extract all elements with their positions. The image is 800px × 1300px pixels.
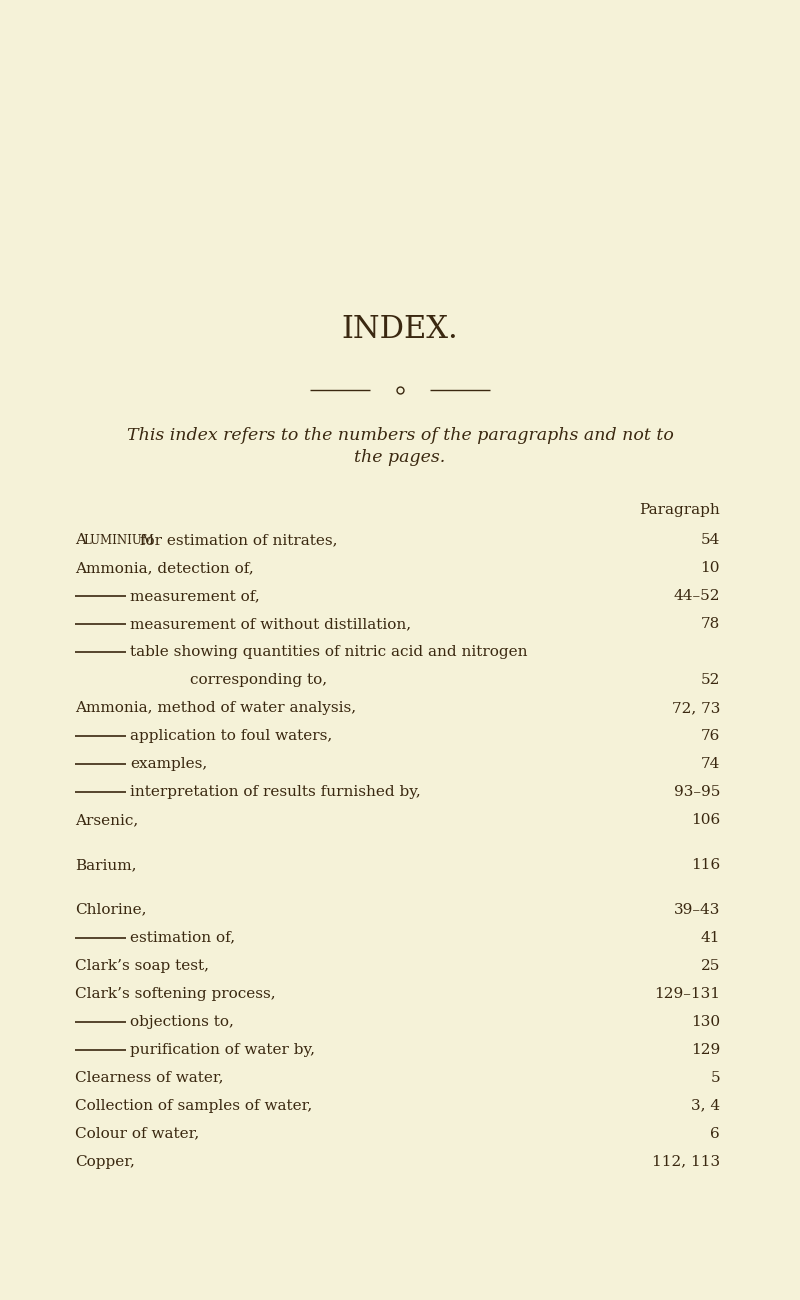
Text: table showing quantities of nitric acid and nitrogen: table showing quantities of nitric acid … — [130, 645, 527, 659]
Text: 52: 52 — [701, 673, 720, 686]
Text: interpretation of results furnished by,: interpretation of results furnished by, — [130, 785, 421, 800]
Text: 44–52: 44–52 — [674, 589, 720, 603]
Text: Ammonia, method of water analysis,: Ammonia, method of water analysis, — [75, 701, 356, 715]
Text: 72, 73: 72, 73 — [672, 701, 720, 715]
Text: This index refers to the numbers of the paragraphs and not to: This index refers to the numbers of the … — [126, 426, 674, 443]
Text: 54: 54 — [701, 533, 720, 547]
Text: estimation of,: estimation of, — [130, 931, 235, 945]
Text: 130: 130 — [691, 1014, 720, 1028]
Text: 112, 113: 112, 113 — [652, 1154, 720, 1169]
Text: for estimation of nitrates,: for estimation of nitrates, — [135, 533, 338, 547]
Text: corresponding to,: corresponding to, — [190, 673, 327, 686]
Text: purification of water by,: purification of water by, — [130, 1043, 315, 1057]
Text: Collection of samples of water,: Collection of samples of water, — [75, 1098, 312, 1113]
Text: 116: 116 — [690, 858, 720, 872]
Text: Chlorine,: Chlorine, — [75, 902, 146, 916]
Text: 41: 41 — [701, 931, 720, 945]
Text: 25: 25 — [701, 958, 720, 972]
Text: A: A — [75, 533, 86, 547]
Text: Ammonia, detection of,: Ammonia, detection of, — [75, 562, 254, 575]
Text: 3, 4: 3, 4 — [691, 1098, 720, 1113]
Text: 106: 106 — [690, 812, 720, 827]
Text: 76: 76 — [701, 729, 720, 744]
Text: Clearness of water,: Clearness of water, — [75, 1071, 223, 1084]
Text: 93–95: 93–95 — [674, 785, 720, 800]
Text: Colour of water,: Colour of water, — [75, 1127, 199, 1140]
Text: Copper,: Copper, — [75, 1154, 135, 1169]
Text: 6: 6 — [710, 1127, 720, 1140]
Text: objections to,: objections to, — [130, 1014, 234, 1028]
Text: LUMINIUM: LUMINIUM — [83, 533, 154, 546]
Text: 78: 78 — [701, 618, 720, 630]
Text: measurement of without distillation,: measurement of without distillation, — [130, 618, 411, 630]
Text: Paragraph: Paragraph — [639, 503, 720, 517]
Text: application to foul waters,: application to foul waters, — [130, 729, 332, 744]
Text: Clark’s softening process,: Clark’s softening process, — [75, 987, 276, 1001]
Text: the pages.: the pages. — [354, 448, 446, 465]
Text: INDEX.: INDEX. — [342, 315, 458, 346]
Text: 39–43: 39–43 — [674, 902, 720, 916]
Text: Clark’s soap test,: Clark’s soap test, — [75, 958, 209, 972]
Text: measurement of,: measurement of, — [130, 589, 260, 603]
Text: 129–131: 129–131 — [654, 987, 720, 1001]
Text: Arsenic,: Arsenic, — [75, 812, 138, 827]
Text: examples,: examples, — [130, 757, 207, 771]
Text: Barium,: Barium, — [75, 858, 137, 872]
Text: 129: 129 — [690, 1043, 720, 1057]
Text: 74: 74 — [701, 757, 720, 771]
Text: 5: 5 — [710, 1071, 720, 1084]
Text: 10: 10 — [701, 562, 720, 575]
